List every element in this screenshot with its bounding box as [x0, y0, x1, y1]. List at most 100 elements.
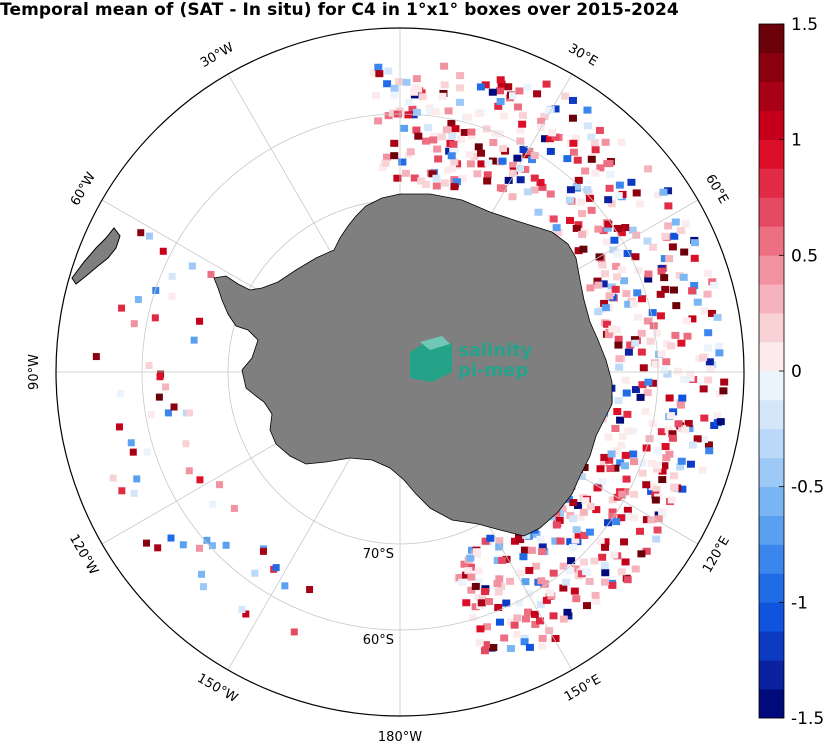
anomaly-cell [510, 537, 519, 545]
anomaly-cell [563, 608, 572, 616]
anomaly-cell [170, 403, 178, 411]
anomaly-cell [532, 530, 541, 538]
anomaly-cell [159, 247, 167, 255]
anomaly-cell [608, 581, 617, 589]
anomaly-cell [591, 169, 600, 177]
anomaly-cell [395, 78, 404, 86]
anomaly-cell [559, 584, 568, 592]
anomaly-cell [508, 193, 517, 201]
anomaly-cell [429, 136, 438, 144]
anomaly-cell [626, 341, 635, 349]
anomaly-cell [450, 147, 459, 155]
colorbar-swatch [759, 139, 784, 169]
anomaly-cell [600, 562, 609, 570]
anomaly-cell [481, 81, 490, 89]
anomaly-cell [719, 387, 728, 395]
anomaly-cell [632, 189, 641, 197]
anomaly-cell [710, 281, 719, 289]
latitude-label: 70°S [363, 547, 394, 562]
anomaly-cell [164, 409, 172, 417]
anomaly-cell [190, 336, 198, 344]
anomaly-cell [617, 138, 626, 146]
anomaly-cell [652, 535, 661, 543]
colorbar-swatch [759, 371, 784, 401]
anomaly-cell [485, 598, 494, 606]
anomaly-cell [216, 481, 224, 489]
anomaly-cell [530, 152, 539, 160]
anomaly-cell [133, 475, 141, 483]
anomaly-cell [555, 516, 564, 524]
anomaly-cell [552, 224, 561, 232]
anomaly-cell [653, 526, 662, 534]
anomaly-cell [504, 83, 513, 91]
anomaly-cell [638, 469, 647, 477]
anomaly-cell [633, 289, 642, 297]
anomaly-cell [538, 543, 547, 551]
anomaly-cell [472, 548, 481, 556]
anomaly-cell [515, 164, 524, 172]
anomaly-cell [186, 409, 194, 417]
anomaly-cell [631, 565, 640, 573]
anomaly-cell [690, 239, 699, 247]
anomaly-cell [488, 88, 497, 96]
anomaly-cell [621, 224, 630, 232]
anomaly-cell [290, 628, 298, 636]
anomaly-cell [630, 490, 639, 498]
anomaly-cell [482, 641, 491, 649]
anomaly-cell [447, 119, 456, 127]
anomaly-cell [444, 166, 453, 174]
anomaly-cell [572, 595, 581, 603]
anomaly-cell [613, 326, 622, 334]
anomaly-cell [450, 183, 459, 191]
anomaly-cell [480, 647, 489, 655]
anomaly-cell [513, 154, 522, 162]
anomaly-cell [628, 427, 637, 435]
anomaly-cell [611, 285, 620, 293]
anomaly-cell [375, 70, 384, 78]
anomaly-cell [680, 248, 689, 256]
anomaly-cell [506, 645, 515, 653]
anomaly-cell [455, 98, 464, 106]
anomaly-cell [624, 300, 633, 308]
anomaly-cell [259, 547, 267, 555]
anomaly-cell [536, 600, 545, 608]
anomaly-cell [388, 109, 397, 117]
anomaly-cell [156, 373, 164, 381]
anomaly-cell [489, 138, 498, 146]
anomaly-cell [382, 153, 391, 161]
anomaly-cell [447, 152, 456, 160]
anomaly-cell [674, 420, 683, 428]
anomaly-cell [676, 401, 685, 409]
anomaly-cell [413, 108, 422, 116]
anomaly-cell [641, 407, 650, 415]
anomaly-cell [466, 554, 475, 562]
anomaly-cell [617, 266, 626, 274]
anomaly-cell [251, 569, 259, 577]
longitude-label: 180°W [378, 730, 422, 743]
anomaly-cell [591, 138, 600, 146]
colorbar-swatch [759, 399, 784, 430]
anomaly-cell [390, 152, 399, 160]
anomaly-cell [574, 531, 583, 539]
anomaly-cell [500, 112, 509, 120]
anomaly-cell [583, 602, 592, 610]
anomaly-cell [463, 113, 472, 121]
anomaly-cell [571, 536, 580, 544]
anomaly-cell [508, 169, 517, 177]
anomaly-cell [636, 200, 645, 208]
anomaly-cell [700, 307, 709, 315]
longitude-label: 120°W [66, 532, 101, 578]
anomaly-cell [683, 317, 692, 325]
anomaly-cell [558, 505, 567, 513]
anomaly-cell [434, 155, 443, 163]
anomaly-cell [681, 220, 690, 228]
anomaly-cell [518, 111, 527, 119]
anomaly-cell [422, 137, 431, 145]
anomaly-cell [598, 553, 607, 561]
anomaly-cell [690, 254, 699, 262]
anomaly-cell [405, 99, 414, 107]
anomaly-cell [642, 547, 651, 555]
anomaly-cell [200, 583, 208, 591]
anomaly-cell [179, 541, 187, 549]
anomaly-cell [601, 569, 610, 577]
